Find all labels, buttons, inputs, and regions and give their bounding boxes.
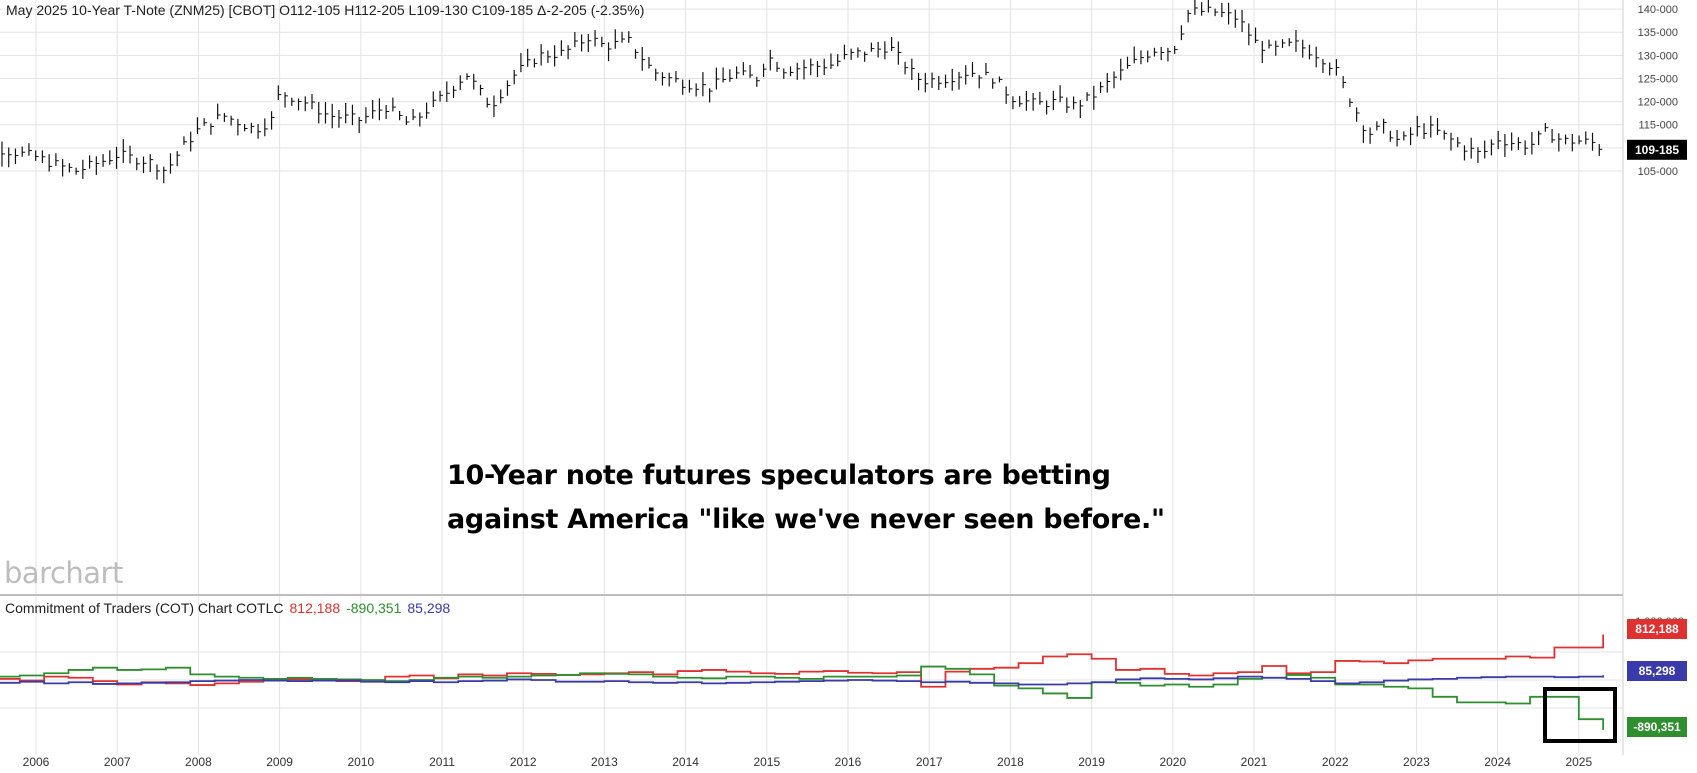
y-tick-label: 140-000 (1638, 4, 1678, 16)
x-tick-label: 2016 (835, 755, 862, 769)
cot-series-green (0, 665, 1605, 730)
x-tick-label: 2009 (266, 755, 293, 769)
x-tick-label: 2019 (1078, 755, 1105, 769)
last-value-labels: 109-185 812,188 85,298 -890,351 (1627, 139, 1687, 737)
cot-blue-label-bg (1627, 661, 1687, 681)
x-tick-label: 2014 (672, 755, 699, 769)
cot-blue-label: 85,298 (1639, 664, 1676, 678)
cot-green-label: -890,351 (1633, 720, 1681, 734)
cot-red-label-bg (1627, 619, 1687, 639)
x-tick-label: 2006 (23, 755, 50, 769)
last-price-label: 109-185 (1635, 143, 1679, 157)
y-tick-label: 120-000 (1638, 97, 1678, 109)
x-tick-label: 2018 (997, 755, 1024, 769)
x-tick-label: 2015 (753, 755, 780, 769)
x-tick-label: 2008 (185, 755, 212, 769)
x-tick-label: 2024 (1484, 755, 1511, 769)
x-tick-label: 2020 (1159, 755, 1186, 769)
x-tick-label: 2012 (510, 755, 537, 769)
y-tick-label: 105-000 (1638, 166, 1678, 178)
x-tick-label: 2025 (1565, 755, 1592, 769)
cot-blue-value: 85,298 (407, 600, 451, 616)
x-axis: 2006 2007 2008 2009 2010 2011 2012 2013 2014 2015… (23, 755, 1593, 769)
price-chart-header: May 2025 10-Year T-Note (ZNM25) [CBOT] O… (6, 2, 645, 18)
y-tick-label: 135-000 (1638, 27, 1678, 39)
barchart-logo: barchart (4, 556, 123, 590)
annotation-line-2: against America "like we've never seen b… (447, 504, 1165, 535)
y-tick-label: 125-000 (1638, 73, 1678, 85)
cot-green-label-bg (1627, 717, 1687, 737)
annotation-line-1: 10-Year note futures speculators are bet… (447, 460, 1111, 491)
cot-lines (0, 634, 1605, 730)
cot-red-value: 812,188 (289, 600, 341, 616)
y-tick-label: 130-000 (1638, 50, 1678, 62)
highlight-box (1543, 687, 1617, 743)
x-tick-label: 2011 (429, 755, 455, 769)
cot-chart-header: Commitment of Traders (COT) Chart COTLC 8… (5, 600, 456, 616)
y-tick-label: 115-000 (1638, 120, 1678, 132)
cot-green-value: -890,351 (346, 600, 402, 616)
price-bars (1, 0, 1603, 184)
cot-series-red (0, 634, 1605, 688)
x-tick-label: 2007 (104, 755, 131, 769)
last-price-label-bg (1627, 139, 1687, 160)
x-tick-label: 2010 (347, 755, 374, 769)
x-tick-label: 2017 (916, 755, 943, 769)
grid-lines (0, 0, 1623, 755)
x-tick-label: 2023 (1403, 755, 1430, 769)
cot-red-label: 812,188 (1635, 622, 1679, 636)
x-tick-label: 2022 (1322, 755, 1349, 769)
x-tick-label: 2013 (591, 755, 618, 769)
cot-series-blue (0, 675, 1605, 686)
x-tick-label: 2021 (1241, 755, 1268, 769)
cot-title: Commitment of Traders (COT) Chart COTLC (5, 600, 284, 616)
